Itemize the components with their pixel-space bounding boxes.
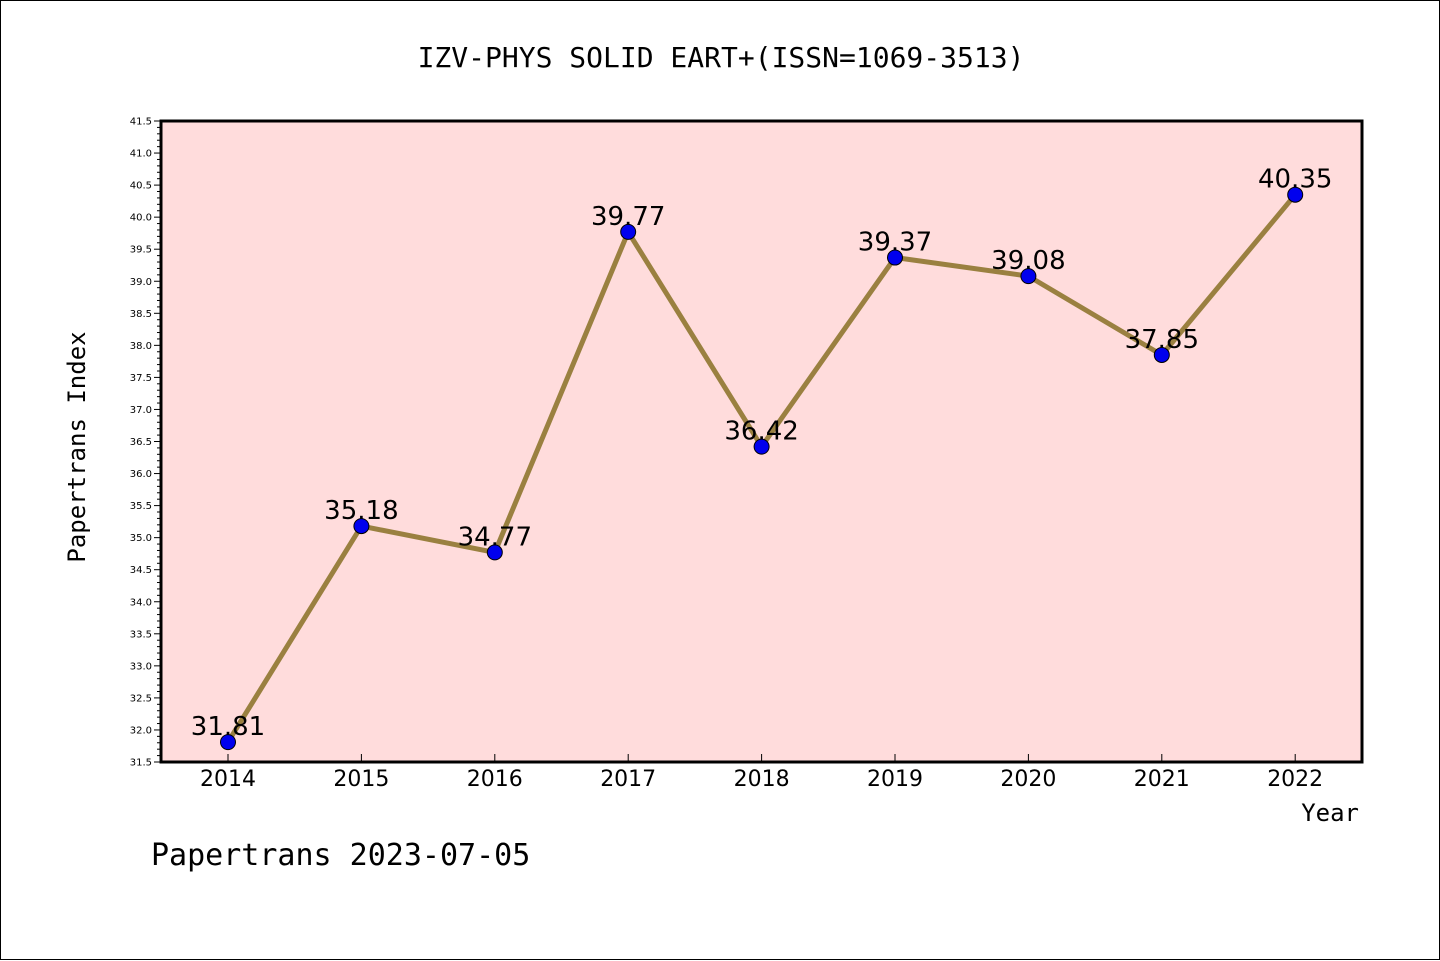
- data-label: 40.35: [1258, 165, 1332, 195]
- y-tick-label: 35.0: [130, 533, 152, 544]
- y-tick-label: 33.5: [130, 629, 152, 640]
- data-label: 31.81: [191, 712, 265, 742]
- x-tick-label: 2014: [200, 767, 256, 792]
- x-tick-label: 2018: [734, 767, 790, 792]
- x-tick-label: 2017: [600, 767, 656, 792]
- y-tick-label: 38.5: [130, 309, 152, 320]
- y-tick-label: 37.5: [130, 373, 152, 384]
- y-tick-label: 40.5: [130, 181, 152, 192]
- data-label: 36.42: [724, 417, 798, 447]
- x-tick-label: 2020: [1000, 767, 1056, 792]
- y-tick-label: 37.0: [130, 405, 152, 416]
- y-tick-label: 40.0: [130, 213, 152, 224]
- data-points: [220, 186, 1304, 751]
- data-point: [1153, 346, 1170, 363]
- data-point: [1287, 186, 1304, 203]
- y-tick-label: 39.0: [130, 277, 152, 288]
- x-axis-ticks: 2014 2015 2016 2017 2018 2019 2020 2021 2022: [200, 754, 1323, 792]
- footer-text: Papertrans 2023-07-05: [151, 838, 530, 873]
- data-point: [486, 544, 503, 561]
- y-axis-label: Papertrans Index: [63, 331, 91, 562]
- y-tick-label: 33.0: [130, 661, 152, 672]
- y-tick-label: 38.0: [130, 341, 152, 352]
- data-point: [353, 518, 370, 535]
- y-tick-label: 41.0: [130, 149, 152, 160]
- y-tick-label: 34.0: [130, 597, 152, 608]
- data-label: 34.77: [458, 522, 532, 552]
- data-label: 39.37: [858, 228, 932, 258]
- data-point: [887, 249, 903, 266]
- x-tick-label: 2015: [333, 767, 389, 792]
- y-axis-ticks: 31.5 32.0 32.5 33.0 33.5 34.0 34.5 35.0 35.5 36.0…: [130, 117, 161, 769]
- y-tick-label: 41.5: [130, 117, 152, 128]
- y-tick-label: 32.5: [130, 693, 152, 704]
- x-tick-label: 2022: [1267, 767, 1323, 792]
- data-label: 39.08: [991, 246, 1065, 276]
- x-tick-label: 2021: [1134, 767, 1190, 792]
- data-point: [753, 438, 770, 455]
- y-tick-label: 35.5: [130, 501, 152, 512]
- x-axis-label: Year: [1301, 799, 1359, 827]
- y-tick-label: 36.5: [130, 437, 152, 448]
- y-tick-label: 36.0: [130, 469, 152, 480]
- data-labels: 31.81 35.18 34.77 39.77 36.42 39.37 39.08 37.85…: [191, 165, 1333, 742]
- data-point: [1020, 268, 1037, 285]
- data-point: [620, 223, 637, 240]
- y-tick-label: 39.5: [130, 245, 152, 256]
- x-tick-label: 2019: [867, 767, 923, 792]
- y-tick-label: 34.5: [130, 565, 152, 576]
- data-point: [220, 734, 236, 751]
- chart-title: IZV-PHYS SOLID EART+(ISSN=1069-3513): [418, 41, 1025, 74]
- y-tick-label: 32.0: [130, 725, 152, 736]
- data-label: 39.77: [591, 202, 665, 232]
- data-label: 35.18: [324, 496, 398, 526]
- x-tick-label: 2016: [467, 767, 523, 792]
- data-label: 37.85: [1125, 325, 1199, 355]
- plot-border: [159, 119, 1364, 764]
- y-tick-label: 31.5: [130, 758, 152, 769]
